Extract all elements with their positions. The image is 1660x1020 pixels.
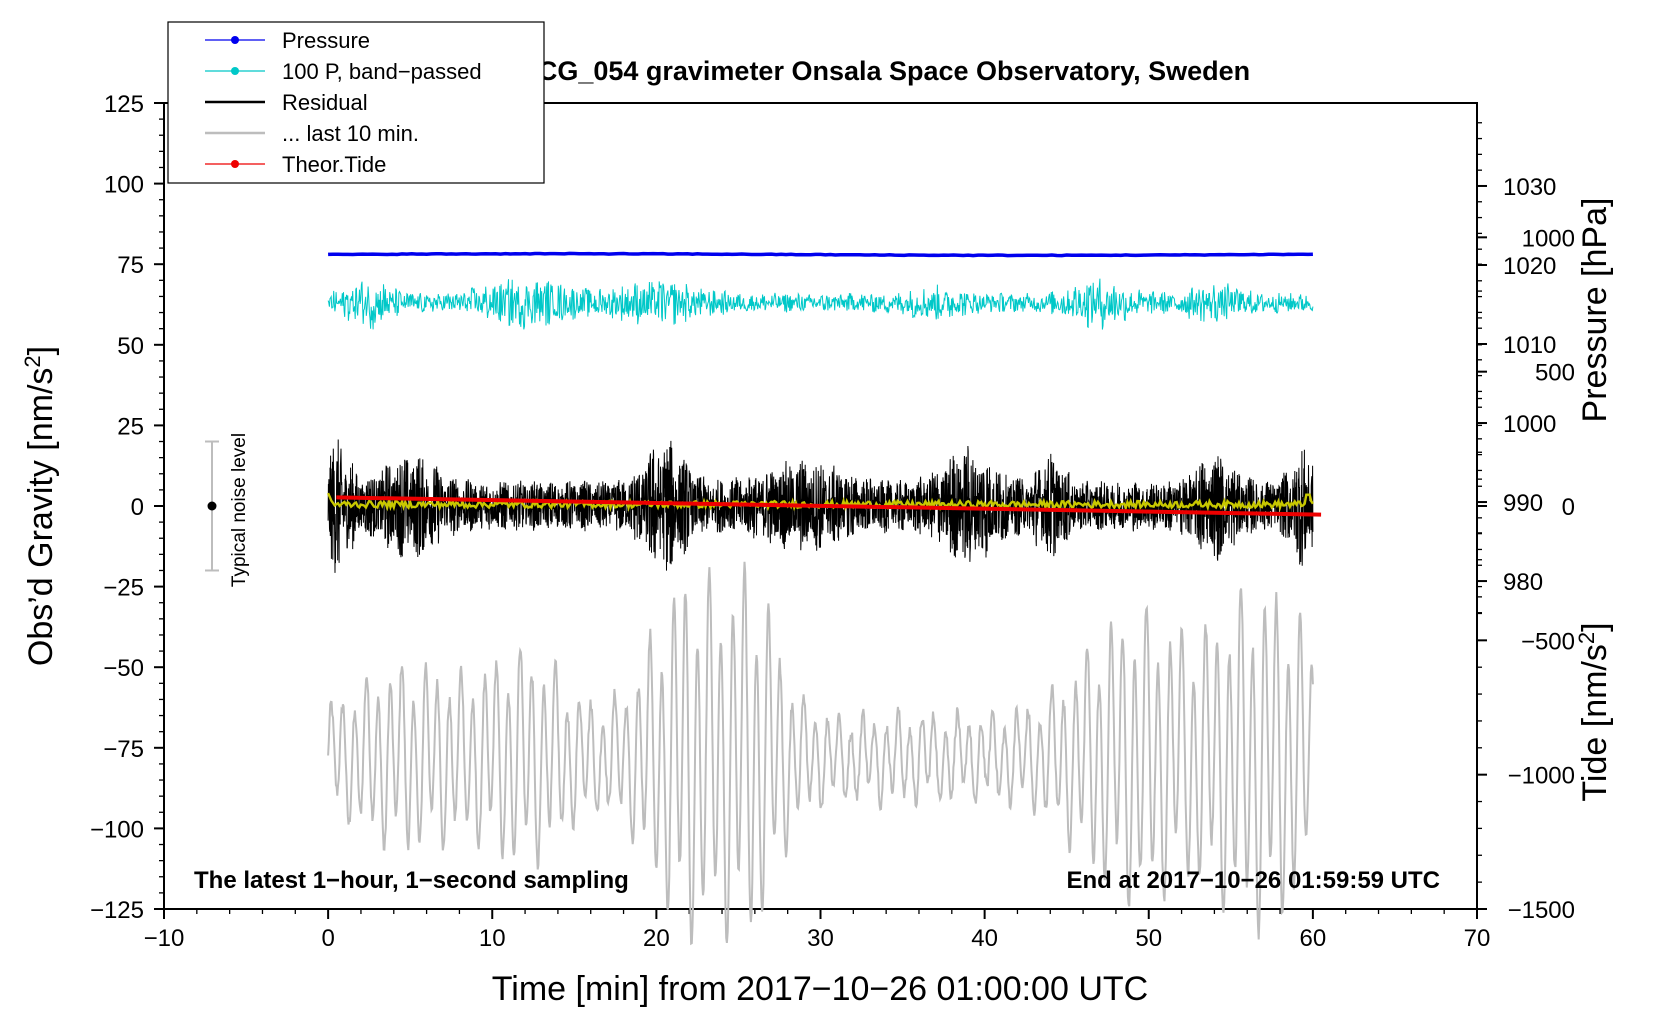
y-left-tick-label: 25	[117, 413, 144, 440]
legend-marker	[231, 160, 239, 168]
pressure-tick-label: 1020	[1503, 253, 1556, 280]
x-tick-label: 20	[643, 925, 670, 952]
y-left-tick-label: −50	[103, 655, 144, 682]
noise-level-label: Typical noise level	[229, 433, 250, 587]
legend-label: 100 P, band−passed	[282, 59, 482, 84]
y-left-tick-label: −100	[90, 816, 144, 843]
y-left-tick-label: 0	[131, 494, 144, 521]
pressure-tick-label: 1000	[1503, 411, 1556, 438]
axis-ticks: −10 0 10 20 30 40 50 60 701251007550250−25−50−75…	[90, 91, 1575, 952]
annotation-sampling: The latest 1−hour, 1−second sampling	[194, 867, 629, 894]
x-axis-label: Time [min] from 2017−10−26 01:00:00 UTC	[492, 970, 1148, 1008]
tide-tick-label: −1000	[1508, 763, 1575, 790]
series-pressure	[328, 251, 1313, 258]
series-band-passed	[327, 278, 1314, 330]
series-residual	[327, 439, 1314, 573]
x-tick-label: −10	[144, 925, 185, 952]
y-left-tick-label: 125	[104, 91, 144, 118]
x-tick-label: 40	[971, 925, 998, 952]
x-tick-label: 70	[1464, 925, 1491, 952]
chart-title: SCG_054 gravimeter Onsala Space Observat…	[520, 56, 1250, 86]
legend-label: ... last 10 min.	[282, 121, 419, 146]
tide-tick-label: −1500	[1508, 897, 1575, 924]
series-last-10-min	[327, 561, 1314, 946]
y-axis-pressure-label: Pressure [hPa]	[1576, 198, 1614, 423]
pressure-tick-label: 1010	[1503, 332, 1556, 359]
legend-items: Pressure 100 P, band−passed Residual ... la…	[205, 28, 482, 177]
noise-level-dot	[207, 501, 217, 511]
pressure-tick-label: 980	[1503, 569, 1543, 596]
noise-level-indicator: Typical noise level	[205, 433, 250, 587]
y-axis-left-label: Obs’d Gravity [nm/s2]	[20, 346, 60, 666]
legend: Pressure 100 P, band−passed Residual ... la…	[167, 21, 545, 184]
x-tick-label: 10	[479, 925, 506, 952]
tide-tick-label: −500	[1521, 628, 1575, 655]
y-axis-tide-label: Tide [nm/s2]	[1574, 622, 1614, 801]
x-tick-label: 60	[1300, 925, 1327, 952]
series-layer	[326, 251, 1322, 946]
pressure-tick-label: 990	[1503, 490, 1543, 517]
x-tick-label: 30	[807, 925, 834, 952]
x-tick-label: 50	[1135, 925, 1162, 952]
y-left-tick-label: 100	[104, 172, 144, 199]
legend-label: Pressure	[282, 28, 370, 53]
y-left-tick-label: 50	[117, 333, 144, 360]
legend-marker	[231, 67, 239, 75]
legend-label: Residual	[282, 90, 368, 115]
x-tick-label: 0	[321, 925, 334, 952]
y-left-tick-label: −75	[103, 736, 144, 763]
tide-tick-label: 0	[1562, 494, 1575, 521]
legend-label: Theor.Tide	[282, 152, 386, 177]
y-left-tick-label: 75	[117, 252, 144, 279]
tide-tick-label: 1000	[1522, 225, 1575, 252]
pressure-tick-label: 1030	[1503, 174, 1556, 201]
annotation-end-time: End at 2017−10−26 01:59:59 UTC	[1066, 867, 1440, 894]
y-left-tick-label: −25	[103, 575, 144, 602]
legend-marker	[231, 36, 239, 44]
y-left-tick-label: −125	[90, 897, 144, 924]
tide-tick-label: 500	[1535, 360, 1575, 387]
series-theor-tide	[336, 495, 1322, 517]
